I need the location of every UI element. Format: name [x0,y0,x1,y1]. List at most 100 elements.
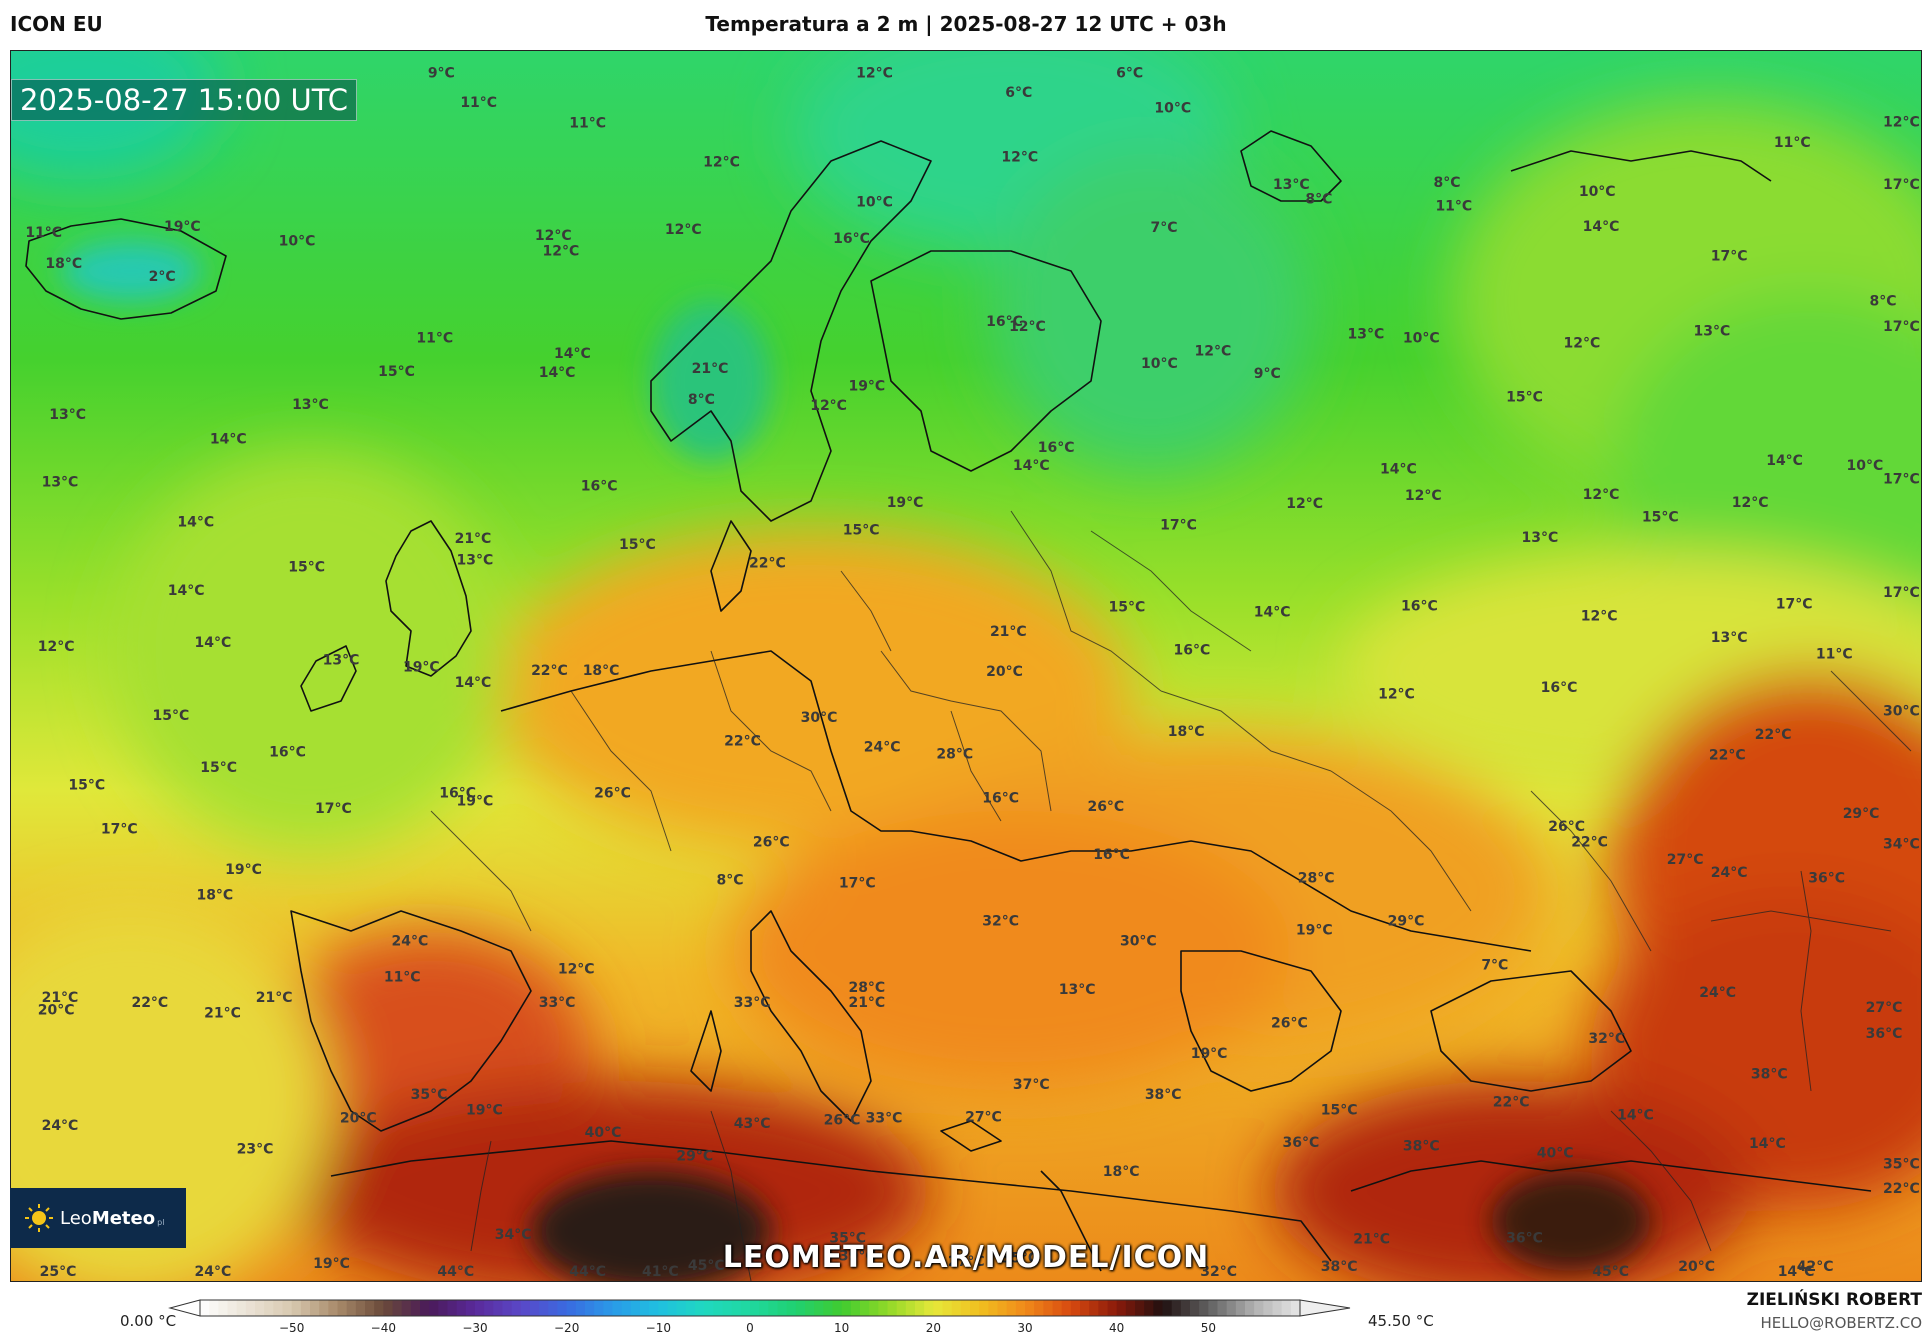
temperature-label: 22°C [131,995,168,1011]
temperature-label: 14°C [1778,1264,1815,1280]
temperature-label: 15°C [619,537,656,553]
logo-leo: Leo [60,1207,92,1229]
temperature-label: 9°C [1254,366,1281,382]
temperature-label: 17°C [839,875,876,891]
temperature-label: 14°C [554,346,591,362]
website-watermark: LEOMETEO.AR/MODEL/ICON [722,1240,1210,1275]
temperature-label: 13°C [323,653,360,669]
temperature-label: 14°C [1013,458,1050,474]
temperature-label: 8°C [688,392,715,408]
temperature-label: 12°C [38,639,75,655]
temperature-label: 28°C [1298,870,1335,886]
temperature-label: 20°C [986,664,1023,680]
temperature-label: 20°C [38,1002,75,1018]
temperature-label: 6°C [1116,66,1143,82]
temperature-label: 29°C [1843,806,1880,822]
temperature-label: 12°C [703,155,740,171]
map-title: Temperatura a 2 m | 2025-08-27 12 UTC + … [705,12,1227,36]
temperature-label: 38°C [1321,1259,1358,1275]
temperature-label: 19°C [848,378,885,394]
temperature-label: 27°C [1667,852,1704,868]
colorbar-tick-label: 30 [1017,1321,1032,1335]
temperature-label: 12°C [1732,495,1769,511]
temperature-label: 36°C [1506,1230,1543,1246]
temperature-label: 15°C [1642,509,1679,525]
temperature-label: 12°C [535,228,572,244]
temperature-label: 30°C [801,710,838,726]
temperature-label: 13°C [1694,323,1731,339]
temperature-label: 13°C [1521,530,1558,546]
temperature-label: 19°C [466,1102,503,1118]
temperature-label: 22°C [1571,835,1608,851]
temperature-label: 10°C [1154,100,1191,116]
temperature-label: 33°C [539,995,576,1011]
temperature-label: 16°C [1541,680,1578,696]
temperature-label: 7°C [1481,957,1508,973]
temperature-label: 21°C [455,531,492,547]
temperature-label: 21°C [42,990,79,1006]
map-timestamp: 2025-08-27 15:00 UTC [11,79,358,121]
temperature-label: 13°C [49,407,86,423]
temperature-label: 16°C [1401,598,1438,614]
temperature-label: 28°C [936,747,973,763]
temperature-label: 24°C [864,739,901,755]
temperature-label: 35°C [1001,1251,1038,1267]
temperature-label: 12°C [665,222,702,238]
temperature-label: 28°C [848,980,885,996]
temperature-label: 19°C [887,495,924,511]
temperature-label: 30°C [1120,934,1157,950]
temperature-label: 29°C [1388,913,1425,929]
temperature-label: 36°C [1866,1026,1903,1042]
temperature-label: 14°C [1749,1136,1786,1152]
temperature-map[interactable]: 11°C 19°C 10°C 2°C 18°C 9°C 11°C 11°C 12°C 12°C 6°… [10,50,1922,1282]
temperature-label: 14°C [195,635,232,651]
temperature-label: 19°C [1296,922,1333,938]
temperature-label: 23°C [237,1141,274,1157]
temperature-labels: 11°C 19°C10°C2°C18°C9°C11°C11°C12°C12°C6°… [25,66,1919,1280]
temperature-label: 35°C [411,1087,448,1103]
temperature-label: 12°C [1001,149,1038,165]
temperature-label: 17°C [1776,596,1813,612]
temperature-label: 43°C [734,1116,771,1132]
temperature-label: 22°C [1755,727,1792,743]
temperature-label: 8°C [717,872,744,888]
temperature-label: 39°C [839,1249,876,1265]
temperature-label: 17°C [101,821,138,837]
temperature-label: 19°C [456,794,493,810]
temperature-label: 26°C [824,1113,861,1129]
temperature-label: 40°C [585,1125,622,1141]
temperature-label: 10°C [856,194,893,210]
temperature-label: 18°C [583,663,620,679]
temperature-label: 19°C [403,660,440,676]
temperature-label: 8°C [1434,175,1461,191]
temperature-label: 15°C [200,760,237,776]
colorbar-tick-label: −10 [646,1321,671,1335]
temperature-label: 38°C [1145,1087,1182,1103]
temperature-label: 16°C [439,785,476,801]
author-email[interactable]: HELLO@ROBERTZ.CO [1760,1314,1922,1332]
temperature-label: 8°C [1869,294,1896,310]
temperature-label: 16°C [1173,642,1210,658]
temperature-label: 27°C [948,1254,985,1270]
temperature-label: 12°C [558,961,595,977]
temperature-label: 21°C [848,995,885,1011]
temperature-label: 17°C [1160,518,1197,534]
temperature-label: 17°C [315,801,352,817]
colorbar-min-label: 0.00 °C [120,1312,177,1330]
temperature-label: 22°C [724,733,761,749]
logo-suffix: pl [157,1217,165,1227]
colorbar-tick-label: 20 [926,1321,941,1335]
temperature-label: 7°C [1151,220,1178,236]
temperature-label: 37°C [1013,1077,1050,1093]
colorbar-tick-label: −40 [371,1321,396,1335]
temperature-label: 33°C [734,995,771,1011]
temperature-label: 24°C [195,1264,232,1280]
temperature-label: 45°C [1592,1264,1629,1280]
temperature-label: 9°C [428,66,455,82]
temperature-label: 14°C [1583,219,1620,235]
temperature-label: 29°C [676,1148,713,1164]
temperature-label: 10°C [279,233,316,249]
temperature-label: 11°C [384,970,421,986]
temperature-label: 13°C [292,397,329,413]
temperature-label: 41°C [642,1264,679,1280]
